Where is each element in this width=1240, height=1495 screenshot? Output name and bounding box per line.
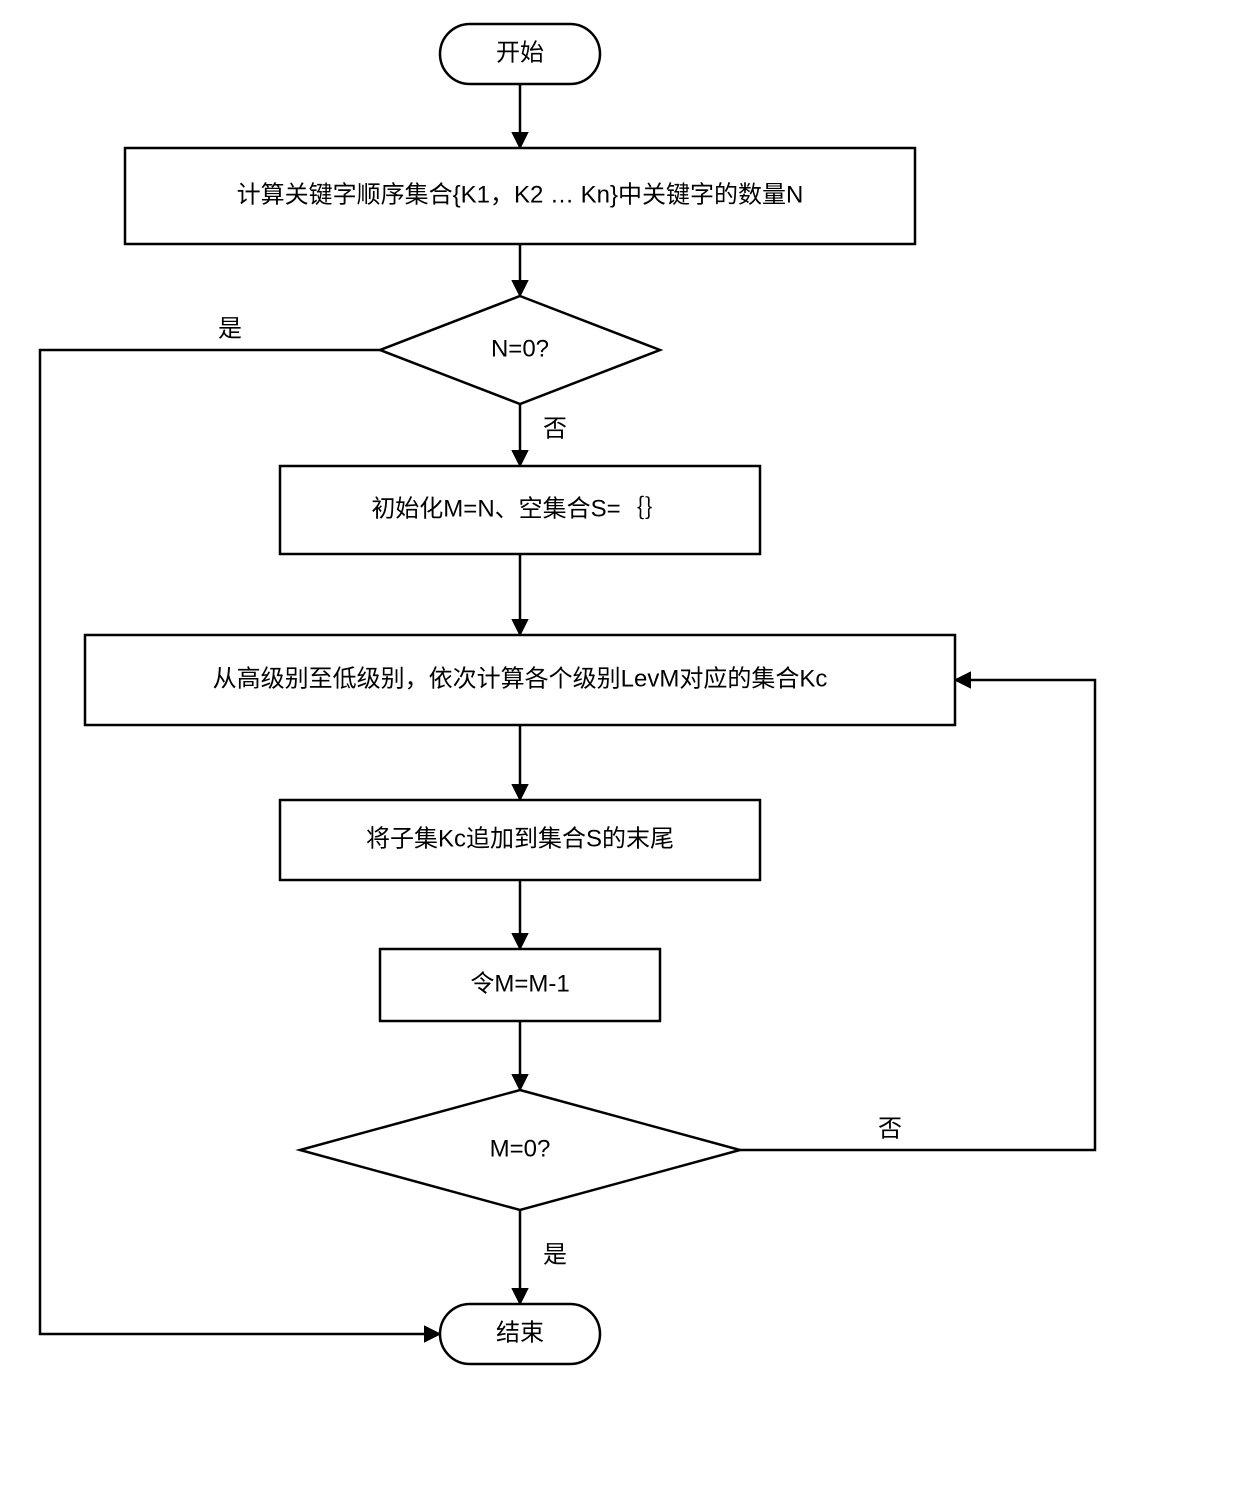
node-label-initMS: 初始化M=N、空集合S=｛｝ [371, 495, 668, 522]
node-label-decN: N=0? [491, 335, 549, 362]
edge-label-9: 否 [878, 1115, 902, 1142]
node-appendKc: 将子集Kc追加到集合S的末尾 [280, 800, 760, 880]
edge-label-8: 是 [218, 315, 242, 342]
node-calcN: 计算关键字顺序集合{K1，K2 … Kn}中关键字的数量N [125, 148, 915, 244]
edge-9 [740, 680, 1095, 1150]
node-end: 结束 [440, 1304, 600, 1364]
edge-label-2: 否 [543, 415, 567, 442]
node-calcKc: 从高级别至低级别，依次计算各个级别LevM对应的集合Kc [85, 635, 955, 725]
node-label-appendKc: 将子集Kc追加到集合S的末尾 [366, 825, 674, 852]
node-label-start: 开始 [496, 39, 544, 66]
node-decM0: M=0? [300, 1090, 740, 1210]
node-label-decM0: M=0? [490, 1135, 551, 1162]
node-decM1: 令M=M-1 [380, 949, 660, 1021]
node-label-decM1: 令M=M-1 [470, 970, 569, 997]
node-label-calcKc: 从高级别至低级别，依次计算各个级别LevM对应的集合Kc [213, 665, 828, 692]
node-decN: N=0? [380, 296, 660, 404]
edge-label-7: 是 [543, 1241, 567, 1268]
node-start: 开始 [440, 24, 600, 84]
node-label-calcN: 计算关键字顺序集合{K1，K2 … Kn}中关键字的数量N [237, 181, 804, 208]
node-initMS: 初始化M=N、空集合S=｛｝ [280, 466, 760, 554]
nodes-group: 开始计算关键字顺序集合{K1，K2 … Kn}中关键字的数量N N=0? 初始化M=… [85, 24, 955, 1364]
flowchart-svg: 否是是否开始计算关键字顺序集合{K1，K2 … Kn}中关键字的数量NN=0?初… [0, 0, 1240, 1495]
node-label-end: 结束 [496, 1319, 544, 1346]
